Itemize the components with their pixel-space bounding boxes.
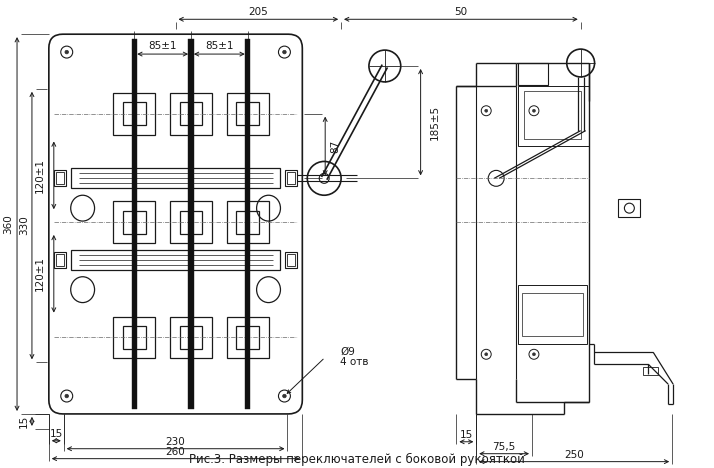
Circle shape [283,50,286,54]
Bar [123,326,146,349]
Bar [245,39,251,409]
Bar [288,254,296,266]
Text: 87: 87 [330,139,340,153]
Circle shape [485,109,488,112]
Text: 15: 15 [19,414,29,427]
Text: 15: 15 [460,430,473,440]
Bar [286,170,297,186]
Text: 230: 230 [166,437,186,447]
Text: 4 отв: 4 отв [340,357,368,367]
Bar [170,201,212,243]
Bar [54,252,66,268]
Bar [71,168,281,188]
Text: 50: 50 [454,7,468,17]
Bar [236,211,259,234]
Bar [179,102,203,125]
Bar [288,172,296,184]
Text: 250: 250 [564,450,584,460]
Bar [524,91,580,139]
Bar [286,252,297,268]
Bar [227,316,268,358]
Text: Ø9: Ø9 [340,346,355,356]
Bar [114,93,155,135]
Bar [56,172,64,184]
Bar [114,201,155,243]
Bar [114,316,155,358]
Text: 120±1: 120±1 [35,158,45,193]
Bar [123,211,146,234]
Text: 260: 260 [166,446,186,457]
Bar [236,326,259,349]
Circle shape [485,353,488,356]
Bar [71,250,281,270]
Text: 205: 205 [248,7,268,17]
Bar [518,63,548,85]
Bar [188,39,193,409]
Circle shape [65,394,69,398]
Bar [643,367,658,375]
Bar [170,316,212,358]
Bar [227,93,268,135]
Text: 185±5: 185±5 [430,105,440,140]
Text: 75,5: 75,5 [493,442,516,452]
Bar [518,86,588,146]
Text: 85±1: 85±1 [149,41,177,51]
Bar [179,211,203,234]
Text: 15: 15 [50,429,63,439]
Text: 360: 360 [3,214,13,234]
Circle shape [283,394,286,398]
Text: 330: 330 [19,216,29,235]
Bar [236,102,259,125]
Text: Рис.3. Размеры переключателей с боковой рукояткой: Рис.3. Размеры переключателей с боковой … [189,453,525,466]
Bar [170,93,212,135]
Circle shape [65,50,69,54]
Bar [54,170,66,186]
Bar [179,326,203,349]
Bar [56,254,64,266]
FancyBboxPatch shape [49,34,302,414]
Text: 120±1: 120±1 [35,256,45,291]
Circle shape [533,109,536,112]
Text: 85±1: 85±1 [205,41,233,51]
Bar [522,292,583,336]
Bar [131,39,137,409]
Bar [227,201,268,243]
Bar [618,199,640,217]
Circle shape [533,353,536,356]
Bar [518,285,587,344]
Bar [123,102,146,125]
